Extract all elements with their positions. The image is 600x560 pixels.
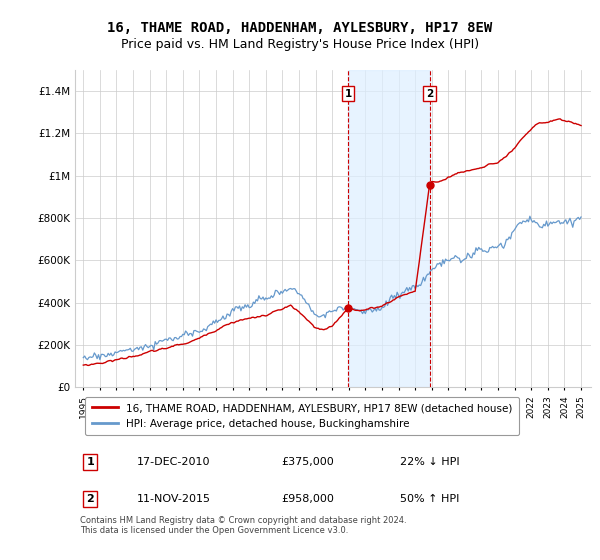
Text: 11-NOV-2015: 11-NOV-2015 — [137, 494, 211, 504]
Text: Contains HM Land Registry data © Crown copyright and database right 2024.
This d: Contains HM Land Registry data © Crown c… — [80, 516, 407, 535]
Bar — [348, 70, 430, 388]
Text: 16, THAME ROAD, HADDENHAM, AYLESBURY, HP17 8EW: 16, THAME ROAD, HADDENHAM, AYLESBURY, HP… — [107, 21, 493, 35]
Text: £958,000: £958,000 — [281, 494, 334, 504]
Text: 1: 1 — [344, 89, 352, 99]
Text: £375,000: £375,000 — [281, 457, 334, 467]
Legend: 16, THAME ROAD, HADDENHAM, AYLESBURY, HP17 8EW (detached house), HPI: Average pr: 16, THAME ROAD, HADDENHAM, AYLESBURY, HP… — [85, 397, 518, 435]
Text: Price paid vs. HM Land Registry's House Price Index (HPI): Price paid vs. HM Land Registry's House … — [121, 38, 479, 51]
Text: 22% ↓ HPI: 22% ↓ HPI — [400, 457, 460, 467]
Text: 50% ↑ HPI: 50% ↑ HPI — [400, 494, 460, 504]
Text: 17-DEC-2010: 17-DEC-2010 — [137, 457, 211, 467]
Text: 2: 2 — [86, 494, 94, 504]
Text: 1: 1 — [86, 457, 94, 467]
Text: 2: 2 — [426, 89, 433, 99]
